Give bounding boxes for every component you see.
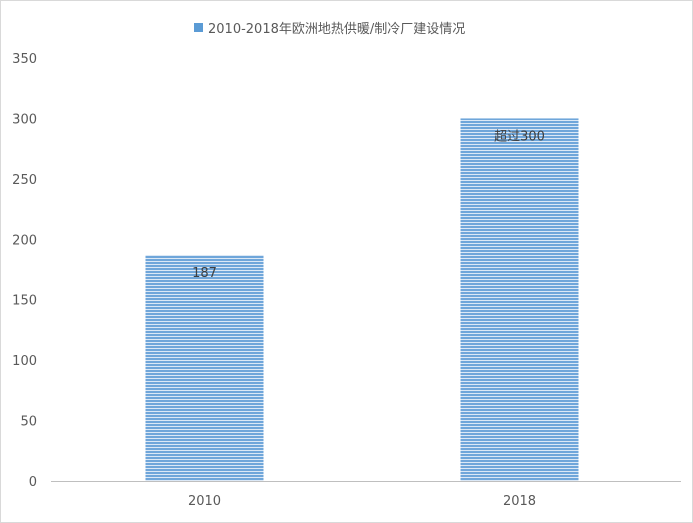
bar-2010 [145,254,264,481]
y-tick-label: 350 [12,52,37,67]
y-tick-label: 250 [12,173,37,188]
bar-2018 [460,118,579,481]
legend-label: 2010-2018年欧洲地热供暖/制冷厂建设情况 [208,22,465,37]
y-tick-label: 200 [12,233,37,248]
legend-swatch [194,23,203,32]
y-tick-label: 150 [12,294,37,309]
y-tick-label: 50 [20,415,37,430]
y-tick-label: 300 [12,112,37,127]
x-tick-label: 2010 [188,494,221,509]
data-label: 187 [192,266,217,281]
data-label: 超过300 [494,129,545,144]
legend: 2010-2018年欧洲地热供暖/制冷厂建设情况 [194,22,465,37]
y-tick-label: 0 [29,475,37,490]
y-tick-label: 100 [12,354,37,369]
x-tick-label: 2018 [503,494,536,509]
